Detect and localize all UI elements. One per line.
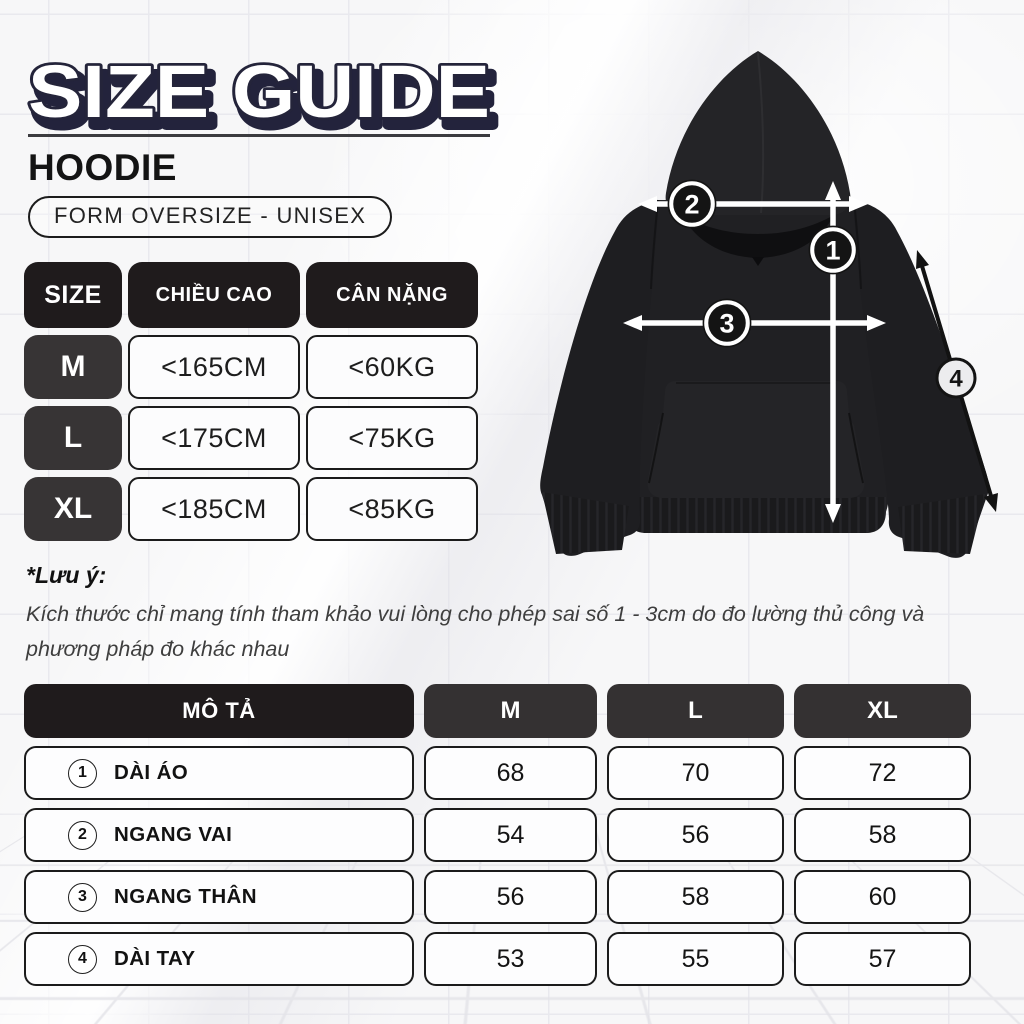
size-table-header-size: SIZE [24, 262, 122, 328]
row-number-badge: 1 [68, 758, 97, 788]
badge-4: 4 [949, 366, 963, 393]
row-number-badge: 3 [68, 882, 97, 912]
title-underline [28, 134, 490, 137]
height-value-xl: <185CM [128, 477, 300, 541]
measure-header-desc: MÔ TẢ [24, 684, 414, 738]
dai-ao-l: 70 [607, 746, 784, 800]
weight-value-xl: <85KG [306, 477, 478, 541]
row-number-badge: 4 [68, 944, 97, 974]
weight-value-l: <75KG [306, 406, 478, 470]
form-badge: FORM OVERSIZE - UNISEX [28, 196, 393, 238]
ngang-than-xl: 60 [794, 870, 971, 924]
page-title-art: SIZE GUIDE SIZE GUIDE [25, 47, 501, 140]
badge-2: 2 [684, 190, 699, 220]
ngang-vai-xl: 58 [794, 808, 971, 862]
size-key-xl: XL [24, 477, 122, 541]
measure-badges: 2 1 3 4 [667, 179, 977, 399]
measure-row-dai-tay: 4 DÀI TAY [24, 932, 414, 986]
height-value-l: <175CM [128, 406, 300, 470]
dai-ao-m: 68 [424, 746, 597, 800]
dai-ao-xl: 72 [794, 746, 971, 800]
page-title: SIZE GUIDE [28, 50, 490, 133]
hoodie-measurement-diagram: 2 1 3 4 [540, 51, 998, 558]
row-label: DÀI ÁO [114, 761, 189, 784]
ngang-than-l: 58 [607, 870, 784, 924]
size-table: SIZE CHIỀU CAO CÂN NẶNG M <165CM <60KG L… [24, 262, 478, 541]
badge-1: 1 [825, 236, 840, 266]
ngang-vai-l: 56 [607, 808, 784, 862]
measure-row-ngang-vai: 2 NGANG VAI [24, 808, 414, 862]
row-label: DÀI TAY [114, 947, 196, 970]
measure-table: MÔ TẢ M L XL 1 DÀI ÁO 68 70 72 2 NGANG V… [24, 684, 971, 986]
weight-value-m: <60KG [306, 335, 478, 399]
size-table-header-height: CHIỀU CAO [128, 262, 300, 328]
note-label: *Lưu ý: [26, 562, 107, 588]
dai-tay-m: 53 [424, 932, 597, 986]
page-title-shadow: SIZE GUIDE [34, 58, 496, 140]
dai-tay-xl: 57 [794, 932, 971, 986]
measure-row-dai-ao: 1 DÀI ÁO [24, 746, 414, 800]
measure-header-m: M [424, 684, 597, 738]
height-value-m: <165CM [128, 335, 300, 399]
note-text: Kích thước chỉ mang tính tham khảo vui l… [26, 602, 925, 661]
row-number-badge: 2 [68, 820, 97, 850]
ngang-than-m: 56 [424, 870, 597, 924]
hoodie-illustration [540, 51, 989, 558]
ngang-vai-m: 54 [424, 808, 597, 862]
row-label: NGANG VAI [114, 823, 233, 846]
row-label: NGANG THÂN [114, 885, 257, 908]
measure-row-ngang-than: 3 NGANG THÂN [24, 870, 414, 924]
size-table-header-weight: CÂN NẶNG [306, 262, 478, 328]
dai-tay-l: 55 [607, 932, 784, 986]
measure-header-xl: XL [794, 684, 971, 738]
size-key-m: M [24, 335, 122, 399]
product-name: HOODIE [28, 147, 177, 188]
measure-header-l: L [607, 684, 784, 738]
badge-3: 3 [719, 309, 734, 339]
size-key-l: L [24, 406, 122, 470]
